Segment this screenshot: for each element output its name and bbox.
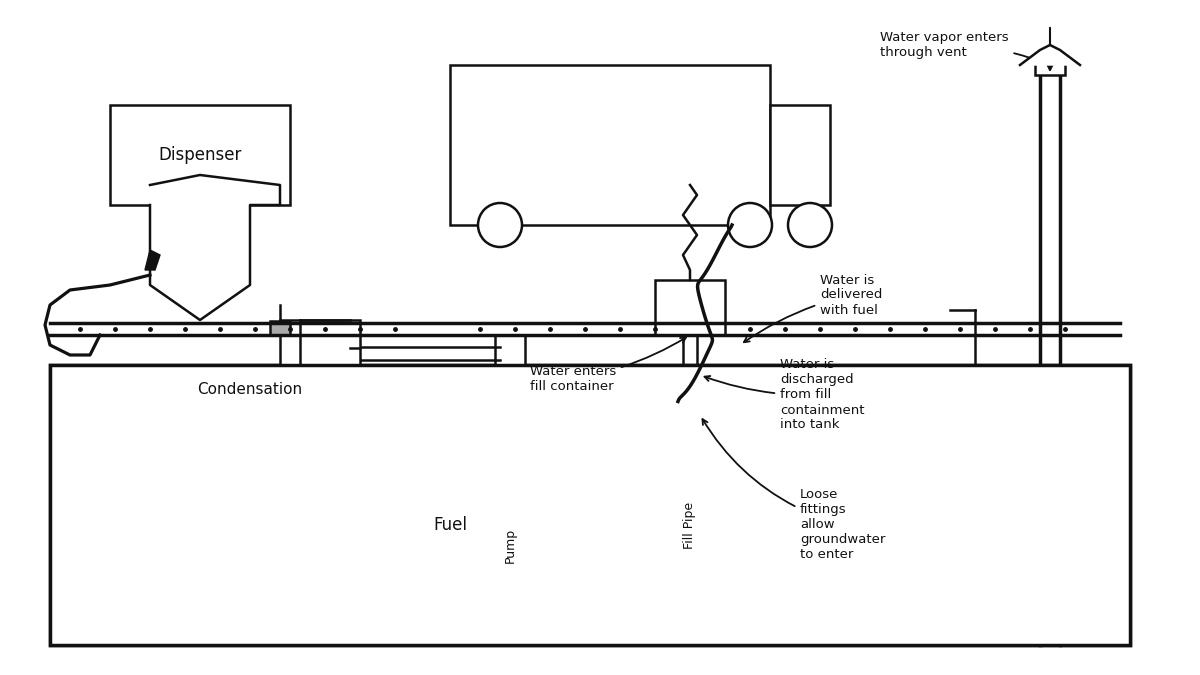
Bar (494, 335, 524, 385)
Bar (270, 321, 290, 335)
Polygon shape (1020, 45, 1080, 65)
Bar (110, 105, 290, 205)
Text: Pump: Pump (504, 527, 516, 562)
Text: Condensation: Condensation (198, 383, 302, 398)
Polygon shape (150, 175, 280, 320)
Polygon shape (145, 250, 160, 270)
Text: Fill Pipe: Fill Pipe (684, 502, 696, 549)
Circle shape (728, 203, 772, 247)
Bar (50, 365, 1130, 645)
Text: Water is
delivered
with fuel: Water is delivered with fuel (744, 273, 882, 342)
Bar (655, 280, 725, 335)
Bar (770, 105, 830, 205)
Bar (450, 65, 770, 225)
Text: Water enters
fill container: Water enters fill container (530, 338, 686, 393)
Text: Water vapor enters
through vent: Water vapor enters through vent (880, 31, 1045, 63)
Circle shape (788, 203, 832, 247)
Bar (50, 365, 1130, 645)
Text: Dispenser: Dispenser (158, 146, 241, 164)
Text: Water is
discharged
from fill
containment
into tank: Water is discharged from fill containmen… (704, 358, 864, 431)
Bar (280, 320, 360, 375)
Bar (1034, 60, 1066, 75)
Text: Fuel: Fuel (433, 516, 467, 534)
Circle shape (478, 203, 522, 247)
Text: Loose
fittings
allow
groundwater
to enter: Loose fittings allow groundwater to ente… (702, 419, 886, 562)
